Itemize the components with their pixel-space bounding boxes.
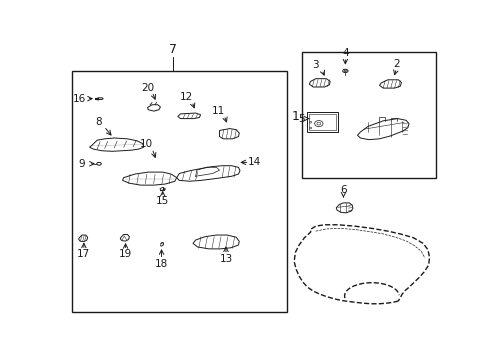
Text: 6: 6 [340, 185, 346, 194]
Text: 11: 11 [211, 106, 224, 116]
Text: 5: 5 [297, 114, 304, 123]
Polygon shape [120, 234, 129, 241]
Ellipse shape [316, 122, 320, 125]
Polygon shape [89, 138, 143, 151]
Polygon shape [79, 235, 87, 242]
Polygon shape [176, 166, 240, 181]
Text: 20: 20 [141, 82, 154, 93]
Ellipse shape [309, 127, 311, 129]
Text: 16: 16 [73, 94, 86, 104]
Text: 9: 9 [79, 159, 85, 169]
Polygon shape [178, 113, 200, 118]
Text: 14: 14 [247, 157, 261, 167]
Bar [301, 51, 435, 177]
Polygon shape [122, 172, 176, 185]
Ellipse shape [97, 162, 101, 165]
Text: 10: 10 [140, 139, 153, 149]
Polygon shape [219, 129, 239, 139]
Bar [72, 71, 286, 312]
Ellipse shape [314, 121, 323, 127]
Ellipse shape [342, 69, 347, 73]
Text: 13: 13 [219, 254, 232, 264]
Text: 12: 12 [179, 92, 192, 102]
Text: 19: 19 [119, 249, 132, 260]
Text: 15: 15 [156, 196, 169, 206]
Bar [306, 112, 337, 132]
Text: 3: 3 [312, 60, 319, 70]
Text: 8: 8 [96, 117, 102, 127]
Ellipse shape [309, 121, 311, 123]
Polygon shape [309, 79, 329, 87]
Polygon shape [336, 203, 352, 213]
Text: 4: 4 [341, 48, 348, 58]
Polygon shape [357, 118, 408, 140]
Text: 18: 18 [155, 258, 168, 269]
Text: 17: 17 [77, 249, 90, 260]
Ellipse shape [344, 70, 346, 72]
Polygon shape [193, 235, 239, 249]
Text: 1: 1 [291, 110, 299, 123]
Bar [308, 114, 335, 130]
Polygon shape [379, 80, 401, 88]
Polygon shape [147, 105, 160, 111]
Text: 7: 7 [168, 43, 177, 56]
Text: 2: 2 [392, 59, 399, 69]
